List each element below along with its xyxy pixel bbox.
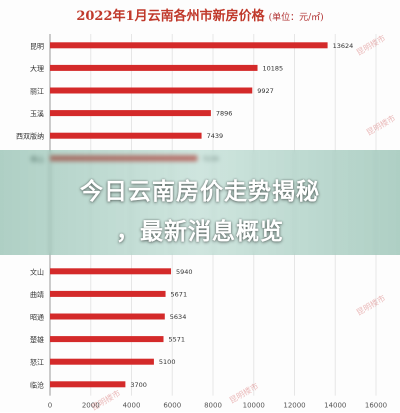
- value-label-12: 5634: [170, 313, 187, 321]
- chart-unit-label: (单位：元/㎡): [268, 13, 324, 23]
- headline-overlay: [0, 150, 400, 255]
- bar-15: [50, 381, 126, 388]
- x-tick-label-3: 6000: [163, 402, 181, 410]
- bar-14: [50, 358, 154, 365]
- value-label-4: 7439: [207, 132, 224, 140]
- category-label-4: 西双版纳: [16, 132, 44, 141]
- category-label-3: 玉溪: [30, 109, 44, 118]
- value-label-10: 5940: [176, 268, 193, 276]
- headline-line-2: ，最新消息概览: [116, 219, 284, 245]
- value-label-11: 5671: [171, 290, 188, 298]
- value-label-15: 3700: [130, 381, 147, 389]
- category-label-15: 临沧: [30, 380, 44, 389]
- x-tick-label-5: 10000: [243, 402, 265, 410]
- category-label-11: 曲靖: [30, 290, 44, 299]
- category-label-12: 昭通: [30, 313, 44, 322]
- category-label-2: 丽江: [30, 88, 44, 96]
- category-label-13: 楚雄: [30, 335, 44, 344]
- value-label-0: 13624: [333, 42, 354, 50]
- x-tick-label-1: 2000: [82, 402, 100, 410]
- value-label-3: 7896: [216, 110, 233, 118]
- bar-11: [50, 290, 166, 297]
- bar-10: [50, 268, 172, 275]
- category-label-10: 文山: [30, 267, 44, 276]
- chart-title-text: 2022年1月云南各州市新房价格: [76, 9, 265, 24]
- bar-12: [50, 313, 165, 320]
- value-label-2: 9927: [257, 87, 274, 95]
- category-label-1: 大理: [30, 64, 44, 73]
- bar-3: [50, 110, 211, 117]
- x-tick-label-0: 0: [48, 402, 52, 410]
- value-label-1: 10185: [263, 64, 284, 72]
- bar-0: [50, 42, 328, 49]
- x-tick-label-6: 12000: [283, 402, 305, 410]
- headline-line-1: 今日云南房价走势揭秘: [80, 179, 320, 205]
- chart-title: 2022年1月云南各州市新房价格 (单位：元/㎡): [0, 5, 400, 24]
- bar-13: [50, 336, 164, 343]
- bar-4: [50, 132, 202, 139]
- x-tick-label-2: 4000: [123, 402, 141, 410]
- value-label-14: 5100: [159, 358, 176, 366]
- bar-1: [50, 64, 258, 71]
- value-label-13: 5571: [169, 336, 186, 344]
- bar-2: [50, 87, 253, 94]
- x-tick-label-7: 14000: [324, 402, 346, 410]
- x-tick-label-4: 8000: [204, 402, 222, 410]
- category-label-0: 昆明: [30, 42, 44, 50]
- category-label-14: 怒江: [30, 358, 44, 367]
- x-tick-label-8: 16000: [365, 402, 387, 410]
